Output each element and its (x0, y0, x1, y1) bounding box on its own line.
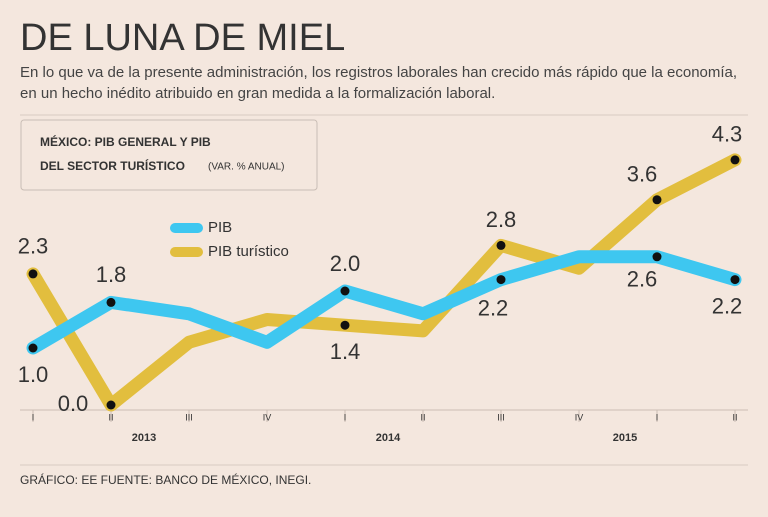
x-tick-label: I (656, 412, 659, 422)
data-label: 2.0 (330, 251, 361, 276)
x-tick-label: II (420, 412, 425, 422)
legend-label: PIB turístico (208, 243, 289, 260)
box-title: MÉXICO: PIB GENERAL Y PIB (40, 134, 211, 149)
x-tick-label: II (108, 412, 113, 422)
data-point (28, 343, 38, 353)
data-label: 2.2 (712, 293, 743, 318)
legend-label: PIB (208, 219, 232, 236)
box-unit: (VAR. % ANUAL) (208, 162, 285, 173)
data-label: 1.8 (96, 262, 127, 287)
x-tick-label: IV (263, 412, 272, 422)
series-line (26, 250, 742, 355)
data-label: 2.3 (18, 234, 49, 259)
data-label: 1.0 (18, 362, 49, 387)
data-label: 2.8 (486, 207, 517, 232)
data-label: 1.4 (330, 339, 361, 364)
x-tick-label: I (344, 412, 347, 422)
data-point (652, 252, 662, 262)
x-tick-label: III (497, 412, 505, 422)
data-point (340, 286, 350, 296)
title-box (20, 119, 318, 191)
data-point (28, 269, 38, 279)
subtitle-box: En lo que va de la presente administraci… (20, 64, 738, 102)
year-label: 2013 (132, 432, 156, 444)
data-label: 2.2 (478, 295, 509, 320)
data-point (496, 240, 506, 250)
chart-title: DE LUNA DE MIEL (20, 17, 345, 59)
box-title: DEL SECTOR TURÍSTICO (40, 158, 185, 173)
data-point (730, 155, 740, 165)
data-label: 0.0 (58, 391, 89, 416)
footer: GRÁFICO: EE FUENTE: BANCO DE MÉXICO, INE… (20, 472, 311, 487)
x-tick-label: I (32, 412, 35, 422)
data-point (106, 297, 116, 307)
x-tick-label: IV (575, 412, 584, 422)
data-point (106, 400, 116, 410)
data-point (652, 195, 662, 205)
data-point (730, 275, 740, 285)
data-point (340, 320, 350, 330)
subtitle: En lo que va de la presente administraci… (20, 64, 738, 102)
data-label: 2.6 (627, 267, 658, 292)
series-line (26, 153, 742, 412)
data-label: 3.6 (627, 162, 658, 187)
data-point (496, 275, 506, 285)
x-tick-label: II (732, 412, 737, 422)
year-label: 2015 (613, 432, 637, 444)
data-label: 4.3 (712, 122, 743, 147)
year-label: 2014 (376, 432, 401, 444)
x-tick-label: III (185, 412, 193, 422)
